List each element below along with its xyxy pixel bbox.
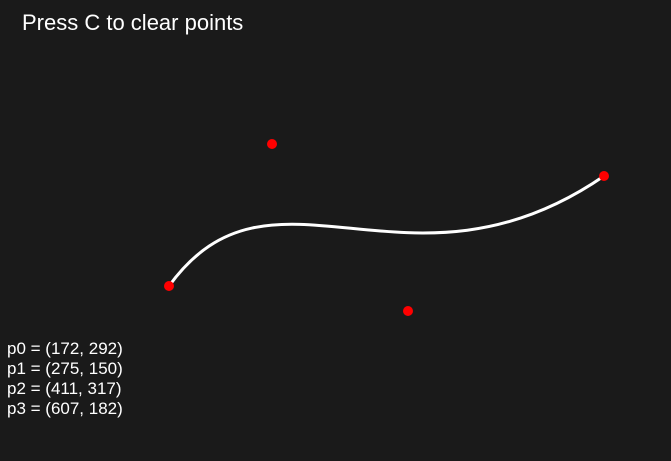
control-points-layer xyxy=(164,139,609,316)
control-point-p1[interactable] xyxy=(267,139,277,149)
bezier-curve xyxy=(167,174,606,288)
point-coordinate-p2: p2 = (411, 317) xyxy=(7,379,122,398)
point-coordinate-p0: p0 = (172, 292) xyxy=(7,339,123,358)
point-coordinate-p3: p3 = (607, 182) xyxy=(7,399,123,418)
control-point-p2[interactable] xyxy=(403,306,413,316)
coordinate-readout: p0 = (172, 292) p1 = (275, 150) p2 = (41… xyxy=(7,339,123,419)
control-point-p3[interactable] xyxy=(599,171,609,181)
control-point-p0[interactable] xyxy=(164,281,174,291)
point-coordinate-p1: p1 = (275, 150) xyxy=(7,359,123,378)
curve-layer xyxy=(167,174,606,288)
instruction-text: Press C to clear points xyxy=(22,10,244,35)
